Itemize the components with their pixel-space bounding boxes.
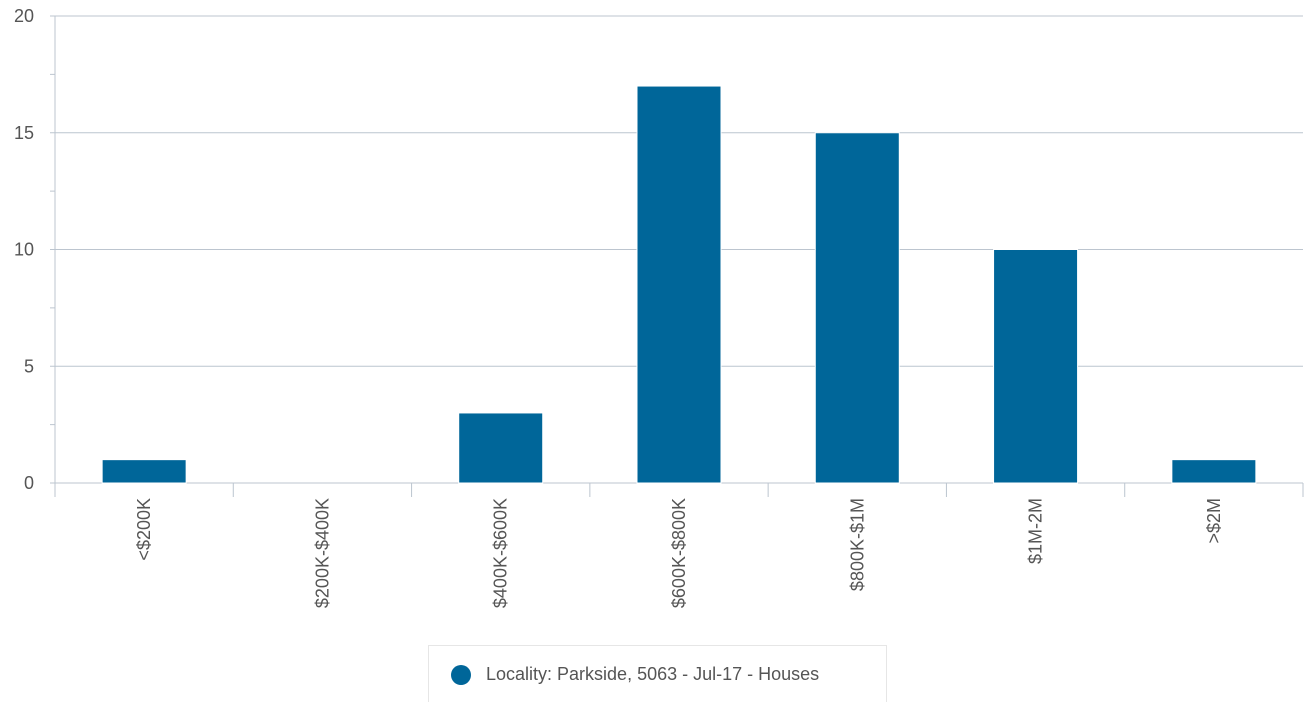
y-tick-label: 0: [24, 473, 34, 493]
y-tick-label: 5: [24, 356, 34, 376]
x-tick-label: $400K-$600K: [491, 498, 511, 608]
x-tick-label: >$2M: [1204, 498, 1224, 544]
x-tick-label: $1M-2M: [1026, 498, 1046, 564]
y-tick-label: 10: [14, 240, 34, 260]
bar: [1171, 459, 1257, 484]
legend-label: Locality: Parkside, 5063 - Jul-17 - Hous…: [486, 664, 820, 684]
x-tick-label: $600K-$800K: [669, 498, 689, 608]
x-tick-label: $800K-$1M: [847, 498, 867, 591]
x-tick-label: <$200K: [134, 498, 154, 561]
chart-plot-area: 0 5 10 15 20 <$200K $200K-$400K $400K-$600K $600…: [14, 6, 1304, 608]
bar: [636, 85, 722, 484]
legend: Locality: Parkside, 5063 - Jul-17 - Hous…: [428, 645, 887, 702]
bar: [814, 132, 900, 484]
bar: [993, 249, 1079, 484]
y-tick-label: 20: [14, 6, 34, 26]
bar: [101, 459, 187, 484]
legend-item[interactable]: Locality: Parkside, 5063 - Jul-17 - Hous…: [451, 664, 819, 685]
y-tick-label: 15: [14, 123, 34, 143]
bar: [458, 412, 544, 484]
legend-marker-icon: [451, 664, 471, 685]
x-tick-label: $200K-$400K: [312, 498, 332, 608]
